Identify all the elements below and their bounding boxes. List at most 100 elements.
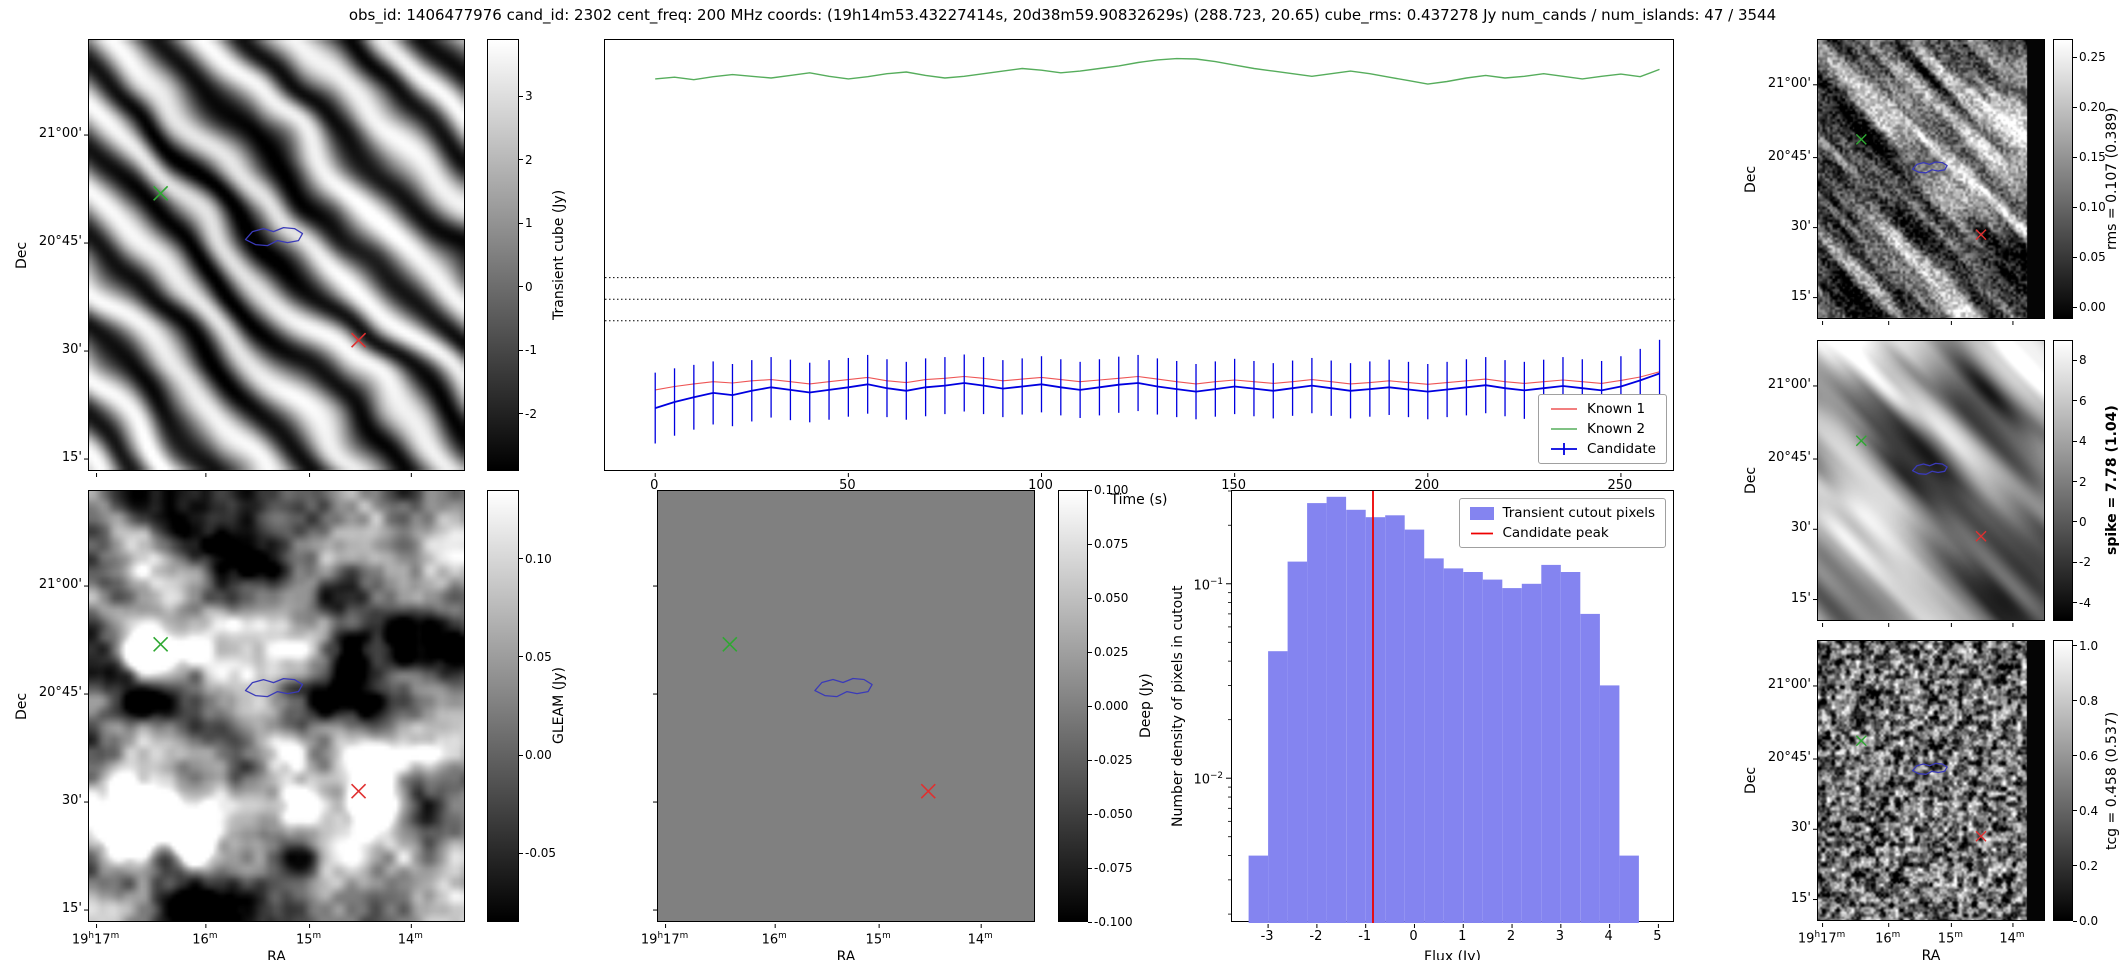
panel-tcg-cutout	[1813, 640, 2045, 927]
colorbar-tick	[519, 754, 523, 756]
line-sample-icon	[1550, 408, 1577, 410]
known-source-x-marker	[722, 636, 738, 652]
figure-title: obs_id: 1406477976 cand_id: 2302 cent_fr…	[348, 6, 1777, 24]
colorbar-tick-label: 0.2	[2079, 858, 2099, 873]
histogram-x-tick-label: -1	[1358, 929, 1372, 944]
panel-gleam-cutout	[84, 490, 465, 928]
histogram-x-tick-label: 3	[1555, 929, 1564, 944]
colorbar-tick	[2073, 481, 2077, 482]
histogram-bar	[1541, 564, 1561, 923]
histogram-legend: Transient cutout pixels Candidate peak	[1459, 498, 1666, 548]
colorbar-tick	[2073, 206, 2077, 208]
legend-row: Transient cutout pixels	[1470, 505, 1655, 521]
histogram-bar	[1287, 561, 1308, 923]
histogram-bar	[1404, 529, 1425, 923]
candidate-x-marker	[1975, 530, 1987, 542]
ra-tick-label: 14m	[1999, 930, 2025, 947]
candidate-x-marker	[1975, 229, 1987, 241]
colorbar-transient	[487, 39, 519, 471]
ra-tick-label: 19h17m	[71, 931, 120, 948]
histogram-x-tick-label: 0	[1409, 929, 1418, 944]
lightcurve-x-tick-label: 0	[650, 478, 659, 493]
colorbar-tick	[2073, 700, 2077, 702]
colorbar-rms	[2053, 39, 2073, 319]
ra-axis-label: RA	[836, 949, 856, 960]
colorbar-tick-label: 0.025	[1094, 645, 1129, 659]
colorbar-tick	[2073, 306, 2077, 308]
dec-axis-label: Dec	[14, 241, 30, 269]
histogram-bar	[1521, 583, 1542, 923]
colorbar-tick	[1088, 867, 1092, 869]
dec-axis-label: Dec	[1743, 766, 1759, 795]
dec-tick-label: 21°00'	[38, 577, 82, 593]
dec-tick-label: 30'	[61, 793, 82, 809]
colorbar-deep	[1058, 490, 1088, 922]
panel-transient-cutout	[84, 39, 465, 477]
colorbar-tick-label: 0.100	[1094, 483, 1129, 497]
ra-tick-label: 16m	[761, 931, 787, 948]
histogram-bar	[1619, 855, 1639, 923]
colorbar-tick-label: 0.8	[2079, 693, 2099, 708]
lightcurve-x-tick-label: 200	[1414, 478, 1440, 493]
dec-tick-label: 15'	[1790, 890, 1811, 906]
histogram-bar	[1424, 558, 1444, 923]
deep-overlay	[653, 585, 982, 928]
spike-overlay	[1813, 385, 2014, 627]
dec-axis-label: Dec	[14, 692, 30, 720]
colorbar-tick-label: -0.05	[525, 846, 557, 861]
dec-tick-label: 21°00'	[1767, 75, 1811, 91]
errorbar-sample-icon	[1550, 443, 1577, 455]
colorbar-spike	[2053, 340, 2073, 621]
colorbar-label-spike: spike = 7.78 (1.04)	[2104, 405, 2120, 556]
lightcurve-x-tick-label: 50	[839, 478, 856, 493]
colorbar-tick	[519, 286, 523, 288]
colorbar-tick	[2073, 440, 2077, 442]
colorbar-tick-label: 0.075	[1094, 537, 1129, 551]
island-contour	[244, 677, 304, 698]
legend-label: Known 1	[1586, 401, 1646, 417]
colorbar-tick-label: 0.0	[2079, 914, 2099, 928]
colorbar-tick	[2073, 810, 2077, 812]
gleam-image	[89, 491, 464, 921]
colorbar-tick-label: 0.000	[1094, 699, 1129, 713]
colorbar-tick-label: 8	[2079, 353, 2087, 368]
colorbar-tick	[519, 558, 523, 560]
colorbar-tick-label: 0.050	[1094, 591, 1129, 605]
colorbar-tick-label: 0.10	[525, 551, 552, 566]
spike-image	[1818, 341, 2044, 620]
histogram-bar	[1443, 568, 1464, 923]
histogram-bar	[1580, 613, 1600, 923]
island-contour	[1911, 762, 1948, 775]
colorbar-tick-label: 0.00	[525, 748, 552, 763]
histogram-x-tick-label: -3	[1260, 929, 1274, 944]
colorbar-tick-label: 0.15	[2079, 150, 2106, 164]
island-contour	[1911, 161, 1948, 174]
colorbar-tick-label: -2	[2079, 555, 2091, 570]
dec-tick-label: 30'	[1790, 820, 1811, 836]
histogram-ylabel: Number density of pixels in cutout	[1170, 585, 1186, 827]
gleam-overlay	[84, 585, 412, 928]
histogram-x-tick-label: 2	[1506, 929, 1516, 944]
rms-overlay	[1813, 84, 2014, 325]
histogram-bar	[1463, 572, 1483, 923]
legend-row: Known 1	[1549, 401, 1656, 417]
island-contour	[1911, 462, 1948, 475]
colorbar-tick-label: 1	[525, 216, 533, 231]
colorbar-tcg	[2053, 640, 2073, 921]
histogram-bar	[1268, 651, 1288, 923]
dec-tick-label: 21°00'	[1767, 376, 1811, 392]
histogram-bar	[1307, 503, 1327, 923]
known-source-x-marker	[153, 185, 169, 201]
colorbar-tick-label: -0.100	[1094, 915, 1133, 929]
colorbar-gleam	[487, 490, 519, 922]
colorbar-tick	[519, 159, 523, 161]
colorbar-tick	[1088, 705, 1092, 707]
colorbar-tick-label: 1.0	[2079, 638, 2099, 653]
dec-tick-label: 20°45'	[1767, 450, 1811, 466]
legend-label: Candidate	[1586, 441, 1656, 457]
known-source-x-marker	[153, 636, 169, 652]
colorbar-label-tcg: tcg = 0.458 (0.537)	[2104, 711, 2120, 850]
histogram-x-tick-label: -2	[1309, 929, 1323, 944]
dec-tick-label: 15'	[61, 901, 82, 917]
